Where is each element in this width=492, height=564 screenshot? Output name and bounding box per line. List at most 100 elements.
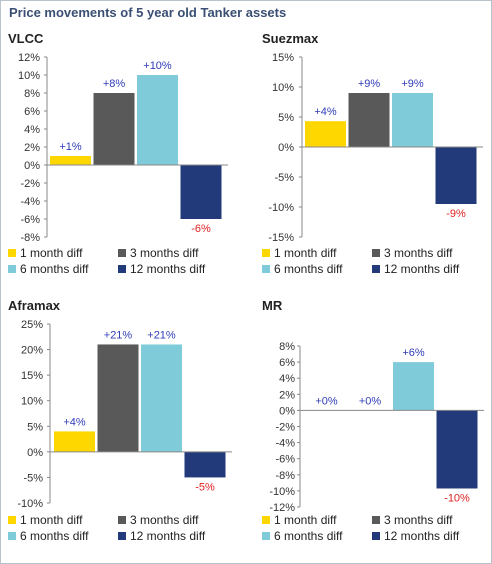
vlcc-legend-label-2: 3 months diff bbox=[130, 246, 199, 260]
vlcc-y-tick-label: 10% bbox=[18, 70, 40, 82]
aframax-y-tick-label: -5% bbox=[23, 472, 43, 484]
vlcc-legend-swatch-2 bbox=[118, 249, 126, 257]
suezmax-legend-swatch-3 bbox=[262, 265, 270, 273]
mr-y-tick-label: -8% bbox=[275, 470, 295, 482]
mr-data-label-3: +6% bbox=[402, 347, 425, 359]
suezmax-data-label-2: +9% bbox=[358, 78, 381, 90]
aframax-legend-label-1: 1 month diff bbox=[20, 513, 83, 527]
mr-bar-3[interactable] bbox=[393, 362, 434, 411]
vlcc-bar-2[interactable] bbox=[93, 93, 135, 165]
suezmax-y-tick-label: 5% bbox=[278, 112, 294, 124]
vlcc-data-label-3: +10% bbox=[143, 60, 172, 72]
mr-legend-label-1: 1 month diff bbox=[274, 513, 337, 527]
aframax-y-tick-label: 25% bbox=[21, 319, 43, 331]
vlcc-legend-label-1: 1 month diff bbox=[20, 246, 83, 260]
suezmax-legend-swatch-1 bbox=[262, 249, 270, 257]
suezmax-y-tick-label: -5% bbox=[274, 172, 294, 184]
suezmax-legend-swatch-2 bbox=[372, 249, 380, 257]
suezmax-y-tick-label: 15% bbox=[272, 52, 294, 64]
suezmax-bar-3[interactable] bbox=[392, 93, 433, 147]
aframax-y-tick-label: 0% bbox=[27, 447, 43, 459]
mr-legend-swatch-3 bbox=[262, 532, 270, 540]
suezmax-bar-1[interactable] bbox=[305, 121, 346, 147]
aframax-y-tick-label: 20% bbox=[21, 345, 43, 357]
suezmax-data-label-3: +9% bbox=[401, 78, 424, 90]
vlcc-data-label-1: +1% bbox=[59, 141, 82, 153]
vlcc-legend-swatch-1 bbox=[8, 249, 16, 257]
aframax-legend-swatch-3 bbox=[8, 532, 16, 540]
suezmax-data-label-1: +4% bbox=[314, 106, 337, 118]
vlcc-legend-swatch-4 bbox=[118, 265, 126, 273]
aframax-bar-2[interactable] bbox=[97, 344, 139, 452]
suezmax-legend-swatch-4 bbox=[372, 265, 380, 273]
mr-legend-label-2: 3 months diff bbox=[384, 513, 453, 527]
mr-title: MR bbox=[262, 298, 283, 313]
suezmax-bar-2[interactable] bbox=[348, 93, 390, 147]
vlcc-y-tick-label: -6% bbox=[20, 214, 40, 226]
mr-y-tick-label: -6% bbox=[275, 454, 295, 466]
mr-bar-4[interactable] bbox=[436, 410, 478, 489]
suezmax-bar-4[interactable] bbox=[435, 147, 477, 204]
aframax-title: Aframax bbox=[8, 298, 61, 313]
mr-y-tick-label: 0% bbox=[279, 405, 295, 417]
vlcc-legend-swatch-3 bbox=[8, 265, 16, 273]
aframax-y-tick-label: 10% bbox=[21, 396, 43, 408]
mr-legend-swatch-1 bbox=[262, 516, 270, 524]
mr-legend-label-3: 6 months diff bbox=[274, 529, 343, 543]
aframax-legend-swatch-1 bbox=[8, 516, 16, 524]
aframax-data-label-4: -5% bbox=[195, 481, 215, 493]
vlcc-y-tick-label: -2% bbox=[20, 178, 40, 190]
aframax-y-tick-label: -10% bbox=[17, 498, 43, 510]
suezmax-data-label-4: -9% bbox=[446, 208, 466, 220]
aframax-bar-1[interactable] bbox=[54, 431, 95, 452]
vlcc-y-tick-label: -8% bbox=[20, 232, 40, 244]
aframax-data-label-2: +21% bbox=[104, 329, 133, 341]
vlcc-title: VLCC bbox=[8, 31, 44, 46]
aframax-y-tick-label: 5% bbox=[27, 421, 43, 433]
mr-data-label-1: +0% bbox=[315, 395, 338, 407]
vlcc-y-tick-label: 4% bbox=[24, 124, 40, 136]
vlcc-y-tick-label: 2% bbox=[24, 142, 40, 154]
suezmax-y-tick-label: -15% bbox=[268, 232, 294, 244]
aframax-bar-3[interactable] bbox=[141, 344, 182, 452]
mr-y-tick-label: 8% bbox=[279, 341, 295, 353]
aframax-legend-swatch-4 bbox=[118, 532, 126, 540]
aframax-data-label-1: +4% bbox=[63, 416, 86, 428]
aframax-legend-label-2: 3 months diff bbox=[130, 513, 199, 527]
vlcc-legend-label-4: 12 months diff bbox=[130, 262, 206, 276]
mr-y-tick-label: 4% bbox=[279, 373, 295, 385]
mr-data-label-2: +0% bbox=[359, 395, 382, 407]
vlcc-y-tick-label: 12% bbox=[18, 52, 40, 64]
mr-y-tick-label: 2% bbox=[279, 389, 295, 401]
suezmax-legend-label-1: 1 month diff bbox=[274, 246, 337, 260]
mr-y-tick-label: 6% bbox=[279, 357, 295, 369]
suezmax-y-tick-label: 10% bbox=[272, 82, 294, 94]
vlcc-data-label-2: +8% bbox=[103, 78, 126, 90]
vlcc-bar-1[interactable] bbox=[50, 156, 91, 165]
vlcc-y-tick-label: 8% bbox=[24, 88, 40, 100]
aframax-y-tick-label: 15% bbox=[21, 370, 43, 382]
aframax-legend-swatch-2 bbox=[118, 516, 126, 524]
mr-y-tick-label: -2% bbox=[275, 422, 295, 434]
mr-y-tick-label: -12% bbox=[269, 502, 295, 514]
mr-legend-label-4: 12 months diff bbox=[384, 529, 460, 543]
mr-data-label-4: -10% bbox=[444, 492, 470, 504]
figure-title: Price movements of 5 year old Tanker ass… bbox=[9, 5, 287, 20]
suezmax-legend-label-4: 12 months diff bbox=[384, 262, 460, 276]
vlcc-y-tick-label: -4% bbox=[20, 196, 40, 208]
aframax-data-label-3: +21% bbox=[147, 329, 176, 341]
vlcc-legend-label-3: 6 months diff bbox=[20, 262, 89, 276]
mr-legend-swatch-2 bbox=[372, 516, 380, 524]
aframax-legend-label-4: 12 months diff bbox=[130, 529, 206, 543]
vlcc-y-tick-label: 0% bbox=[24, 160, 40, 172]
suezmax-y-tick-label: -10% bbox=[268, 202, 294, 214]
mr-y-tick-label: -10% bbox=[269, 486, 295, 498]
vlcc-bar-4[interactable] bbox=[180, 165, 222, 219]
aframax-legend-label-3: 6 months diff bbox=[20, 529, 89, 543]
aframax-bar-4[interactable] bbox=[184, 451, 226, 478]
vlcc-bar-3[interactable] bbox=[137, 75, 178, 165]
mr-y-tick-label: -4% bbox=[275, 438, 295, 450]
suezmax-legend-label-2: 3 months diff bbox=[384, 246, 453, 260]
vlcc-data-label-4: -6% bbox=[191, 223, 211, 235]
